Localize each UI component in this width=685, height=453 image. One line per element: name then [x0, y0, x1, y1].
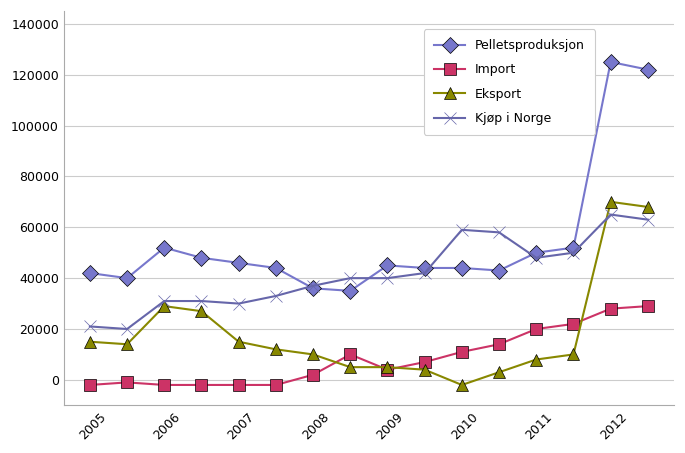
Pelletsproduksjon — [160, 245, 169, 251]
Line: Kjøp i Norge: Kjøp i Norge — [84, 209, 653, 335]
Import — [495, 342, 503, 347]
Eksport — [384, 364, 392, 370]
Pelletsproduksjon — [346, 288, 354, 294]
Eksport — [606, 199, 614, 205]
Eksport — [272, 347, 280, 352]
Pelletsproduksjon — [644, 67, 652, 72]
Kjøp i Norge — [421, 270, 429, 276]
Pelletsproduksjon — [458, 265, 466, 271]
Pelletsproduksjon — [421, 265, 429, 271]
Import — [123, 380, 132, 385]
Pelletsproduksjon — [86, 270, 94, 276]
Import — [272, 382, 280, 388]
Eksport — [234, 339, 242, 344]
Pelletsproduksjon — [532, 250, 540, 255]
Eksport — [86, 339, 94, 344]
Kjøp i Norge — [384, 275, 392, 281]
Kjøp i Norge — [458, 227, 466, 232]
Eksport — [495, 370, 503, 375]
Pelletsproduksjon — [197, 255, 205, 260]
Eksport — [458, 382, 466, 388]
Eksport — [346, 364, 354, 370]
Import — [606, 306, 614, 311]
Pelletsproduksjon — [606, 59, 614, 65]
Line: Eksport: Eksport — [84, 196, 653, 390]
Eksport — [569, 352, 577, 357]
Kjøp i Norge — [346, 275, 354, 281]
Pelletsproduksjon — [384, 263, 392, 268]
Eksport — [644, 204, 652, 210]
Eksport — [309, 352, 317, 357]
Eksport — [421, 367, 429, 372]
Kjøp i Norge — [160, 299, 169, 304]
Import — [458, 349, 466, 355]
Import — [421, 359, 429, 365]
Kjøp i Norge — [569, 250, 577, 255]
Line: Import: Import — [84, 300, 653, 390]
Kjøp i Norge — [197, 299, 205, 304]
Import — [86, 382, 94, 388]
Import — [569, 321, 577, 327]
Pelletsproduksjon — [272, 265, 280, 271]
Line: Pelletsproduksjon: Pelletsproduksjon — [84, 57, 653, 296]
Eksport — [532, 357, 540, 362]
Import — [197, 382, 205, 388]
Kjøp i Norge — [532, 255, 540, 260]
Import — [234, 382, 242, 388]
Import — [384, 367, 392, 372]
Import — [160, 382, 169, 388]
Eksport — [123, 342, 132, 347]
Kjøp i Norge — [123, 326, 132, 332]
Import — [644, 304, 652, 309]
Kjøp i Norge — [234, 301, 242, 306]
Kjøp i Norge — [644, 217, 652, 222]
Pelletsproduksjon — [234, 260, 242, 265]
Eksport — [197, 308, 205, 314]
Pelletsproduksjon — [569, 245, 577, 251]
Kjøp i Norge — [272, 293, 280, 299]
Pelletsproduksjon — [123, 275, 132, 281]
Import — [346, 352, 354, 357]
Pelletsproduksjon — [309, 285, 317, 291]
Import — [532, 326, 540, 332]
Legend: Pelletsproduksjon, Import, Eksport, Kjøp i Norge: Pelletsproduksjon, Import, Eksport, Kjøp… — [424, 29, 595, 135]
Import — [309, 372, 317, 377]
Kjøp i Norge — [309, 283, 317, 289]
Kjøp i Norge — [86, 324, 94, 329]
Kjøp i Norge — [495, 230, 503, 235]
Pelletsproduksjon — [495, 268, 503, 273]
Kjøp i Norge — [606, 212, 614, 217]
Eksport — [160, 304, 169, 309]
